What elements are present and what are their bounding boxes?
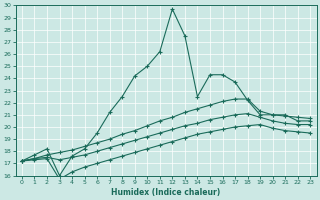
- X-axis label: Humidex (Indice chaleur): Humidex (Indice chaleur): [111, 188, 221, 197]
